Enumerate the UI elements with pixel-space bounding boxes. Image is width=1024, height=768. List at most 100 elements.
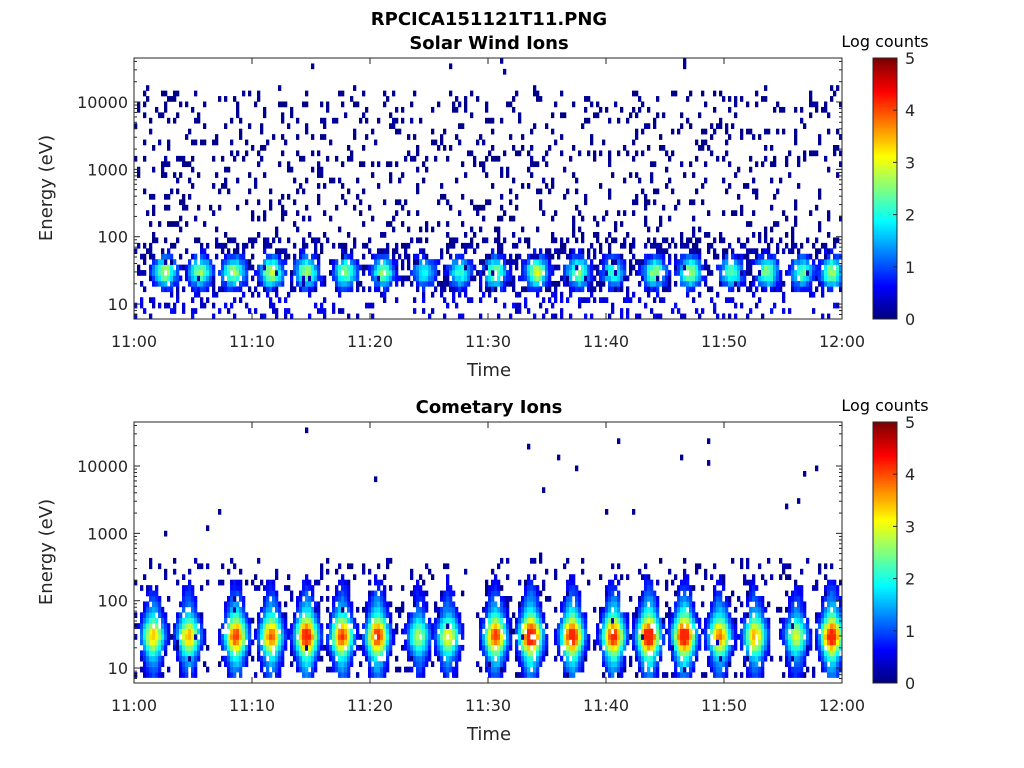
spectrogram-cell	[413, 601, 417, 608]
spectrogram-cell	[260, 123, 264, 129]
spectrogram-cell	[230, 275, 234, 282]
spectrogram-cell	[395, 106, 399, 113]
spectrogram-cell	[425, 606, 429, 613]
spectrogram-cell	[632, 509, 636, 515]
colorbar-segment	[873, 179, 897, 183]
spectrogram-cell	[353, 574, 357, 580]
spectrogram-cell	[488, 596, 492, 602]
spectrogram-cell	[317, 150, 321, 157]
spectrogram-cell	[347, 253, 351, 260]
spectrogram-cell	[449, 650, 453, 657]
spectrogram-cell	[182, 601, 186, 608]
spectrogram-cell	[248, 90, 252, 97]
spectrogram-cell	[668, 242, 672, 249]
spectrogram-cell	[545, 275, 549, 282]
spectrogram-cell	[644, 617, 648, 624]
spectrogram-cell	[260, 617, 264, 624]
spectrogram-cell	[632, 210, 636, 216]
spectrogram-cell	[197, 112, 201, 119]
spectrogram-cell	[263, 210, 267, 216]
spectrogram-cell	[281, 264, 285, 271]
spectrogram-cell	[827, 248, 831, 255]
spectrogram-cell	[185, 623, 189, 629]
spectrogram-cell	[506, 574, 510, 580]
spectrogram-cell	[368, 672, 372, 678]
spectrogram-cell	[335, 661, 339, 667]
spectrogram-cell	[272, 270, 276, 276]
spectrogram-cell	[239, 134, 243, 140]
spectrogram-cell	[719, 628, 723, 635]
spectrogram-cell	[239, 606, 243, 613]
spectrogram-cell	[368, 623, 372, 629]
spectrogram-cell	[341, 606, 345, 613]
spectrogram-cell	[299, 655, 303, 662]
spectrogram-cell	[179, 253, 183, 260]
spectrogram-cell	[656, 628, 660, 635]
spectrogram-cell	[344, 623, 348, 629]
spectrogram-cell	[584, 270, 588, 276]
colorbar-label: Log counts	[841, 32, 928, 51]
spectrogram-cell	[338, 672, 342, 678]
spectrogram-cell	[638, 259, 642, 265]
spectrogram-cell	[269, 188, 273, 195]
spectrogram-cell	[560, 134, 564, 140]
spectrogram-cell	[419, 644, 423, 651]
spectrogram-cell	[194, 644, 198, 651]
spectrogram-cell	[194, 253, 198, 260]
spectrogram-cell	[512, 259, 516, 265]
spectrogram-cell	[356, 264, 360, 271]
spectrogram-cell	[491, 128, 495, 135]
spectrogram-cell	[278, 612, 282, 619]
spectrogram-cell	[500, 623, 504, 629]
spectrogram-cell	[683, 590, 687, 597]
spectrogram-cell	[803, 286, 807, 293]
spectrogram-cell	[488, 672, 492, 678]
spectrogram-cell	[371, 644, 375, 651]
spectrogram-cell	[725, 297, 729, 303]
spectrogram-cell	[692, 280, 696, 287]
spectrogram-cell	[356, 275, 360, 282]
spectrogram-cell	[218, 628, 222, 635]
spectrogram-cell	[227, 259, 231, 265]
spectrogram-cell	[491, 666, 495, 673]
spectrogram-cell	[416, 623, 420, 629]
spectrogram-cell	[191, 655, 195, 662]
spectrogram-cell	[578, 661, 582, 667]
spectrogram-cell	[620, 672, 624, 678]
spectrogram-cell	[551, 291, 555, 298]
spectrogram-cell	[773, 280, 777, 287]
spectrogram-cell	[704, 639, 708, 646]
spectrogram-cell	[773, 302, 777, 309]
spectrogram-cell	[491, 579, 495, 586]
spectrogram-cell	[419, 639, 423, 646]
spectrogram-cell	[317, 639, 321, 646]
spectrogram-cell	[197, 628, 201, 635]
spectrogram-cell	[521, 644, 525, 651]
spectrogram-cell	[599, 606, 603, 613]
spectrogram-cell	[638, 297, 642, 303]
spectrogram-cell	[149, 650, 153, 657]
spectrogram-cell	[515, 242, 519, 249]
spectrogram-cell	[368, 596, 372, 602]
spectrogram-cell	[764, 270, 768, 276]
spectrogram-cell	[443, 313, 447, 320]
spectrogram-cell	[599, 150, 603, 157]
spectrogram-cell	[401, 172, 405, 178]
spectrogram-cell	[368, 302, 372, 309]
spectrogram-cell	[308, 612, 312, 619]
spectrogram-cell	[236, 579, 240, 586]
spectrogram-cell	[275, 596, 279, 602]
spectrogram-cell	[824, 242, 828, 249]
spectrogram-cell	[170, 242, 174, 249]
colorbar-segment	[873, 273, 897, 276]
spectrogram-cell	[380, 253, 384, 260]
spectrogram-cell	[533, 672, 537, 678]
spectrogram-cell	[455, 634, 459, 640]
spectrogram-cell	[344, 655, 348, 662]
spectrogram-cell	[374, 275, 378, 282]
spectrogram-cell	[164, 161, 168, 168]
spectrogram-cell	[335, 568, 339, 575]
spectrogram-cell	[203, 634, 207, 640]
spectrogram-cell	[545, 270, 549, 276]
spectrogram-cell	[254, 101, 258, 108]
